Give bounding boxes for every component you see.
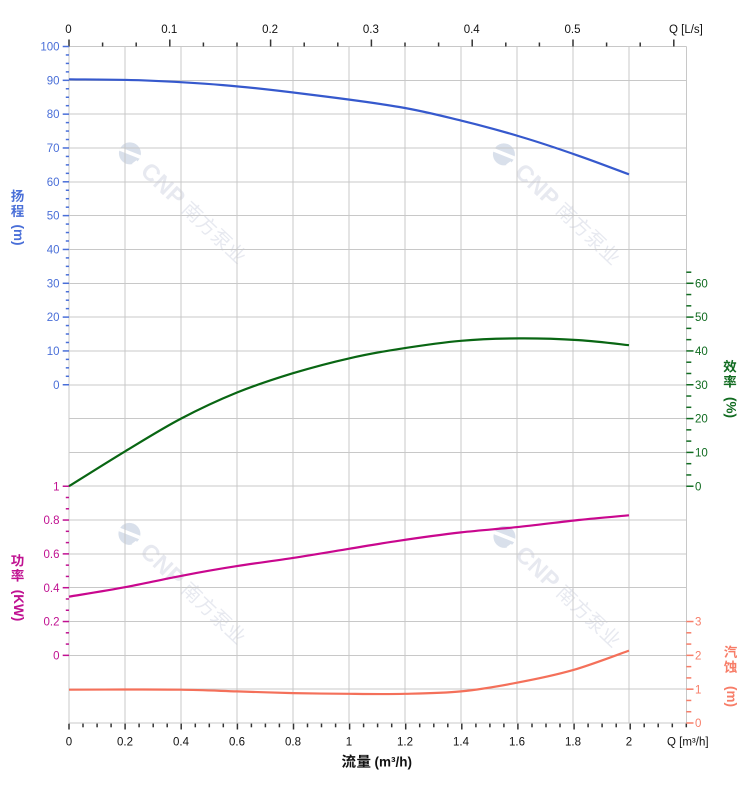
- svg-text:100: 100: [40, 42, 59, 54]
- svg-text:0.4: 0.4: [464, 24, 481, 36]
- svg-text:0: 0: [695, 481, 701, 493]
- svg-text:0.3: 0.3: [363, 24, 379, 36]
- svg-text:0.4: 0.4: [44, 583, 61, 595]
- svg-text:0.4: 0.4: [173, 737, 190, 749]
- svg-text:40: 40: [695, 346, 708, 358]
- svg-text:1.4: 1.4: [453, 737, 470, 749]
- svg-text:10: 10: [695, 448, 708, 460]
- svg-text:40: 40: [47, 245, 60, 257]
- svg-text:0: 0: [53, 651, 59, 663]
- svg-text:0.2: 0.2: [117, 737, 133, 749]
- svg-text:0.2: 0.2: [262, 24, 278, 36]
- svg-text:(m³/h): (m³/h): [375, 755, 413, 770]
- svg-text:70: 70: [47, 143, 60, 155]
- svg-text:3: 3: [695, 617, 701, 629]
- svg-text:0: 0: [66, 737, 72, 749]
- svg-text:50: 50: [47, 211, 60, 223]
- svg-text:1.8: 1.8: [565, 737, 581, 749]
- svg-text:0.1: 0.1: [161, 24, 177, 36]
- svg-text:90: 90: [47, 75, 60, 87]
- svg-text:10: 10: [47, 346, 60, 358]
- svg-text:0.5: 0.5: [565, 24, 581, 36]
- svg-text:1.6: 1.6: [509, 737, 525, 749]
- svg-text:0.8: 0.8: [285, 737, 301, 749]
- svg-text:0.6: 0.6: [44, 549, 60, 561]
- svg-text:50: 50: [695, 312, 708, 324]
- svg-text:(m): (m): [724, 686, 739, 707]
- svg-text:80: 80: [47, 109, 60, 121]
- svg-text:2: 2: [695, 651, 701, 663]
- svg-text:0: 0: [695, 718, 701, 730]
- svg-text:(%): (%): [723, 397, 738, 418]
- svg-text:20: 20: [47, 312, 60, 324]
- svg-text:30: 30: [695, 380, 708, 392]
- svg-text:2: 2: [626, 737, 632, 749]
- svg-text:Q [L/s]: Q [L/s]: [669, 24, 703, 36]
- svg-text:1: 1: [53, 481, 59, 493]
- svg-text:1: 1: [346, 737, 352, 749]
- svg-text:20: 20: [695, 414, 708, 426]
- svg-text:0.8: 0.8: [44, 515, 60, 527]
- svg-text:0.2: 0.2: [44, 617, 60, 629]
- svg-text:30: 30: [47, 278, 60, 290]
- svg-text:60: 60: [47, 177, 60, 189]
- svg-text:(m): (m): [11, 225, 26, 246]
- svg-text:0: 0: [65, 24, 71, 36]
- svg-text:60: 60: [695, 278, 708, 290]
- svg-text:Q [m³/h]: Q [m³/h]: [667, 737, 709, 749]
- svg-text:1.2: 1.2: [397, 737, 413, 749]
- svg-text:0.6: 0.6: [229, 737, 245, 749]
- svg-text:1: 1: [695, 684, 701, 696]
- svg-text:0: 0: [53, 380, 59, 392]
- svg-text:(KW): (KW): [11, 590, 26, 621]
